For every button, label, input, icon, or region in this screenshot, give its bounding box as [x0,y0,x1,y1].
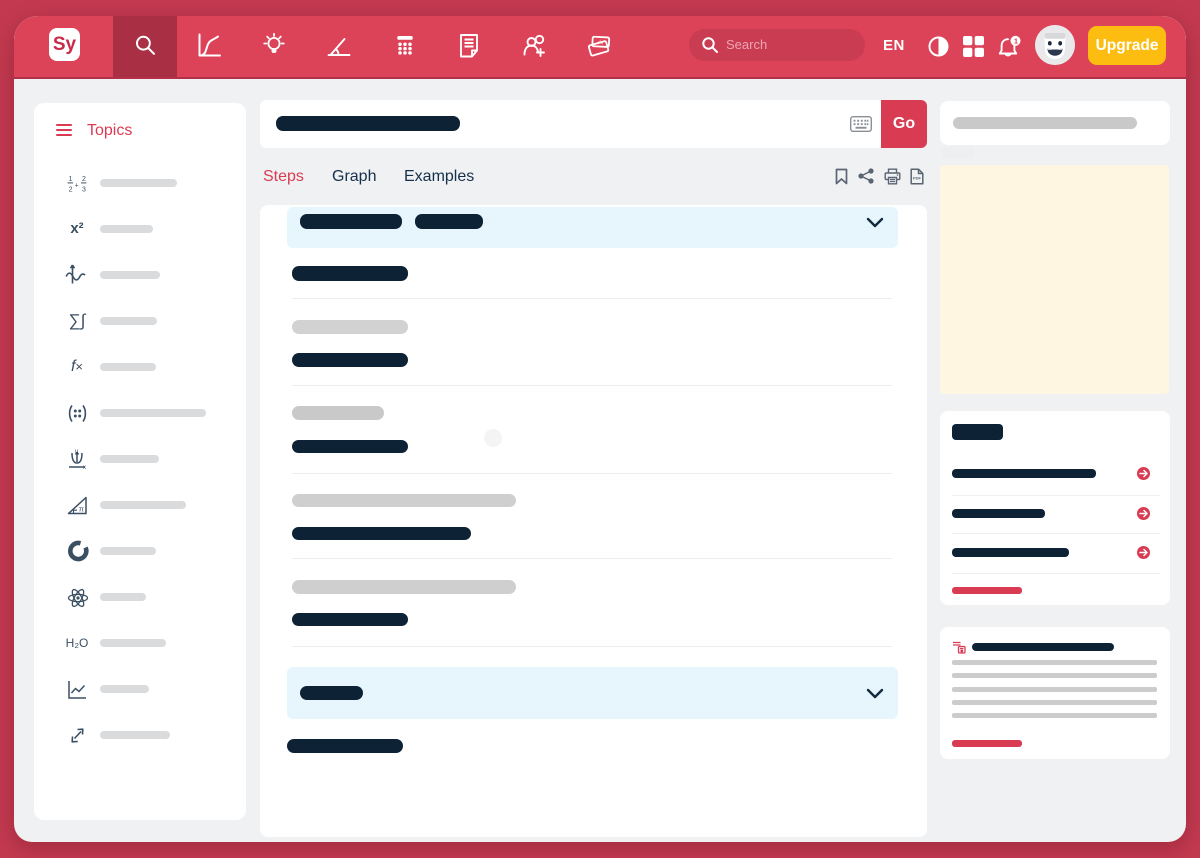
svg-text:x: x [83,465,86,471]
svg-text:1: 1 [1014,36,1018,45]
svg-text:2: 2 [69,187,73,194]
svg-text:π: π [79,504,84,513]
svg-text:2: 2 [82,176,86,183]
svg-text:3: 3 [82,187,86,194]
svg-text:√x: √x [597,39,603,46]
svg-text:+: + [75,183,79,190]
svg-text:1: 1 [69,176,73,183]
svg-text:u: u [75,449,78,455]
svg-text:PDF: PDF [913,176,922,181]
